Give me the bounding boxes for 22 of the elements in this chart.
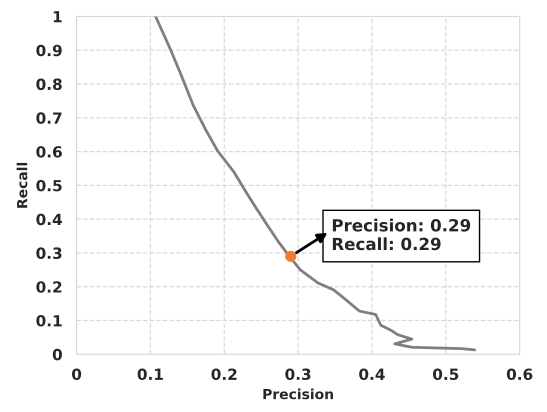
y-tick-label: 0.3 — [36, 247, 62, 259]
annotation: Precision: 0.29 Recall: 0.29 — [332, 218, 470, 250]
y-axis-title: Recall — [16, 162, 28, 208]
y-tick-label: 0.4 — [36, 214, 62, 226]
y-tick-label: 0.5 — [36, 180, 62, 192]
x-axis-title: Precision — [263, 388, 333, 400]
x-tick-label: 0.6 — [506, 368, 532, 380]
y-tick-label: 0.6 — [36, 146, 62, 158]
x-tick-label: 0.5 — [433, 368, 458, 380]
y-tick-label: 0.7 — [36, 112, 62, 124]
x-tick-label: 0 — [72, 368, 82, 380]
line-series — [154, 16, 476, 352]
y-tick-label: 1 — [54, 11, 62, 22]
x-tick-label: 0.1 — [138, 368, 163, 380]
x-tick-label: 0.3 — [285, 368, 310, 380]
x-tick-label: 0.4 — [359, 368, 385, 380]
y-tick-label: 0 — [52, 348, 62, 360]
y-tick-label: 0.1 — [36, 315, 62, 327]
y-tick-label: 0.8 — [36, 78, 62, 90]
y-tick-label: 0.9 — [36, 44, 62, 56]
y-tick-label: 0.2 — [36, 281, 62, 293]
x-tick-label: 0.2 — [211, 368, 236, 380]
